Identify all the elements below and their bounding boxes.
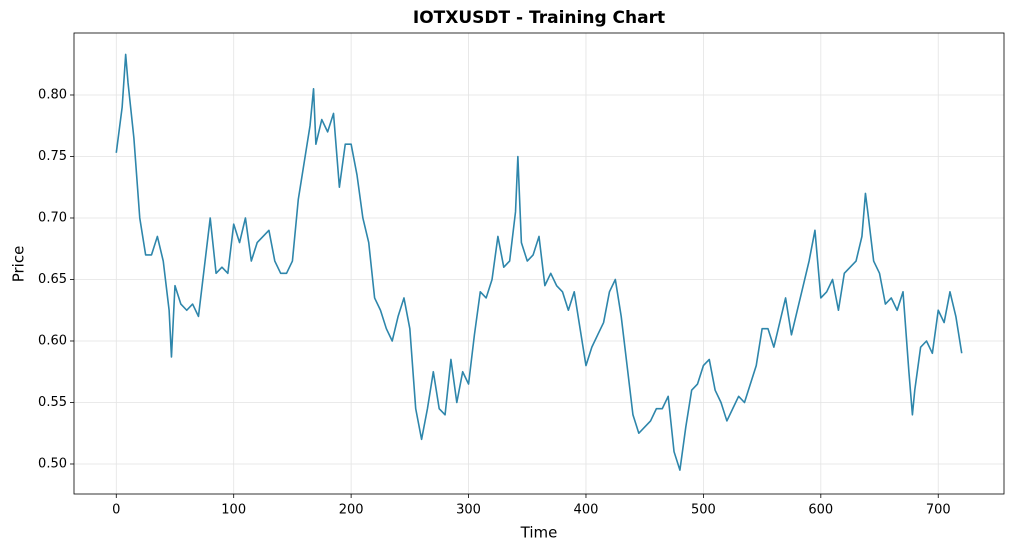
y-tick-label: 0.60 bbox=[38, 333, 67, 348]
x-tick-label: 500 bbox=[691, 503, 716, 518]
y-tick-label: 0.75 bbox=[38, 149, 67, 164]
plot-frame bbox=[73, 32, 1005, 495]
y-tick-label: 0.80 bbox=[38, 87, 67, 102]
x-tick-label: 100 bbox=[221, 503, 246, 518]
x-tick-label: 0 bbox=[112, 503, 120, 518]
x-axis-label: Time bbox=[520, 524, 558, 542]
x-tick-label: 200 bbox=[339, 503, 364, 518]
y-axis-label: Price bbox=[10, 246, 28, 283]
x-tick-label: 400 bbox=[574, 503, 599, 518]
x-tick-label: 300 bbox=[456, 503, 481, 518]
chart-title: IOTXUSDT - Training Chart bbox=[413, 8, 665, 28]
x-tick-label: 600 bbox=[808, 503, 833, 518]
y-tick-label: 0.65 bbox=[38, 272, 67, 287]
x-tick-label: 700 bbox=[926, 503, 951, 518]
y-tick-label: 0.50 bbox=[38, 456, 67, 471]
price-line bbox=[115, 53, 963, 471]
y-tick-label: 0.70 bbox=[38, 210, 67, 225]
y-tick-label: 0.55 bbox=[38, 395, 67, 410]
